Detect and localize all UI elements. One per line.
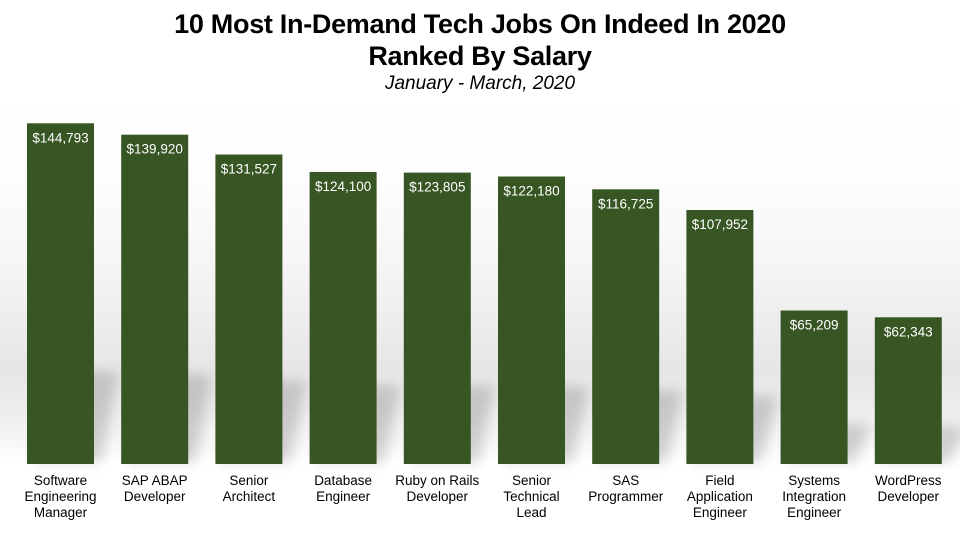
category-label-line: Database <box>314 473 372 488</box>
category-label-line: Developer <box>124 489 186 504</box>
category-label-9: WordPress Developer <box>875 473 942 504</box>
chart-title-block: 10 Most In-Demand Tech Jobs On Indeed In… <box>0 8 960 95</box>
category-label-line: Architect <box>223 489 276 504</box>
bar-value-label-5: $122,180 <box>503 184 559 199</box>
bar-4 <box>403 172 471 464</box>
chart-title-line-1: 10 Most In-Demand Tech Jobs On Indeed In… <box>174 9 786 39</box>
category-label-line: SAS <box>612 473 639 488</box>
category-label-line: Field <box>705 473 734 488</box>
category-label-line: Programmer <box>588 489 664 504</box>
category-label-line: Engineer <box>787 505 842 520</box>
category-label-3: Database Engineer <box>314 473 372 504</box>
bar-value-label-0: $144,793 <box>32 130 88 145</box>
category-label-line: Engineer <box>316 489 371 504</box>
bar-8 <box>780 310 848 464</box>
bar-value-label-6: $116,725 <box>598 196 653 211</box>
category-label-line: Application <box>687 489 753 504</box>
bar-value-label-3: $124,100 <box>315 179 371 194</box>
category-label-line: Engineering <box>24 489 96 504</box>
category-label-line: Manager <box>34 505 88 520</box>
category-label-4: Ruby on Rails Developer <box>395 473 479 504</box>
category-label-line: Software <box>34 473 87 488</box>
category-label-line: Systems <box>788 473 840 488</box>
category-label-line: SAP ABAP <box>122 473 188 488</box>
value-labels: $144,793 $139,920 $131,527 $124,100 $123,805… <box>32 130 932 339</box>
category-label-0: Software Engineering Manager <box>24 473 96 520</box>
category-label-6: SAS Programmer <box>588 473 664 504</box>
bar-value-label-2: $131,527 <box>221 162 277 177</box>
bar-value-label-9: $62,343 <box>884 324 933 339</box>
category-label-line: WordPress <box>875 473 942 488</box>
bar-value-label-7: $107,952 <box>692 217 748 232</box>
bar-1 <box>121 134 189 464</box>
category-label-line: Engineer <box>693 505 748 520</box>
category-label-line: Integration <box>782 489 846 504</box>
category-label-8: Systems Integration Engineer <box>782 473 846 520</box>
bar-3 <box>309 172 377 464</box>
category-label-7: Field Application Engineer <box>687 473 753 520</box>
category-label-line: Developer <box>878 489 940 504</box>
bar-9 <box>874 317 942 464</box>
category-label-line: Technical <box>503 489 559 504</box>
category-label-line: Developer <box>407 489 469 504</box>
category-label-1: SAP ABAP Developer <box>122 473 188 504</box>
category-label-line: Senior <box>512 473 552 488</box>
bar-2 <box>215 154 283 464</box>
chart-subtitle: January - March, 2020 <box>384 73 576 94</box>
bar-value-label-8: $65,209 <box>790 318 839 333</box>
bars <box>27 123 942 465</box>
category-label-line: Ruby on Rails <box>395 473 479 488</box>
bar-7 <box>686 210 754 464</box>
category-label-2: Senior Architect <box>223 473 276 504</box>
category-label-line: Lead <box>516 505 546 520</box>
bar-value-label-1: $139,920 <box>127 142 183 157</box>
chart-title-line-2: Ranked By Salary <box>368 41 592 71</box>
bar-value-label-4: $123,805 <box>409 180 465 195</box>
category-label-5: Senior Technical Lead <box>503 473 559 520</box>
bar-6 <box>592 189 660 465</box>
category-label-line: Senior <box>229 473 269 488</box>
bar-5 <box>498 176 565 464</box>
bar-0 <box>27 123 94 465</box>
